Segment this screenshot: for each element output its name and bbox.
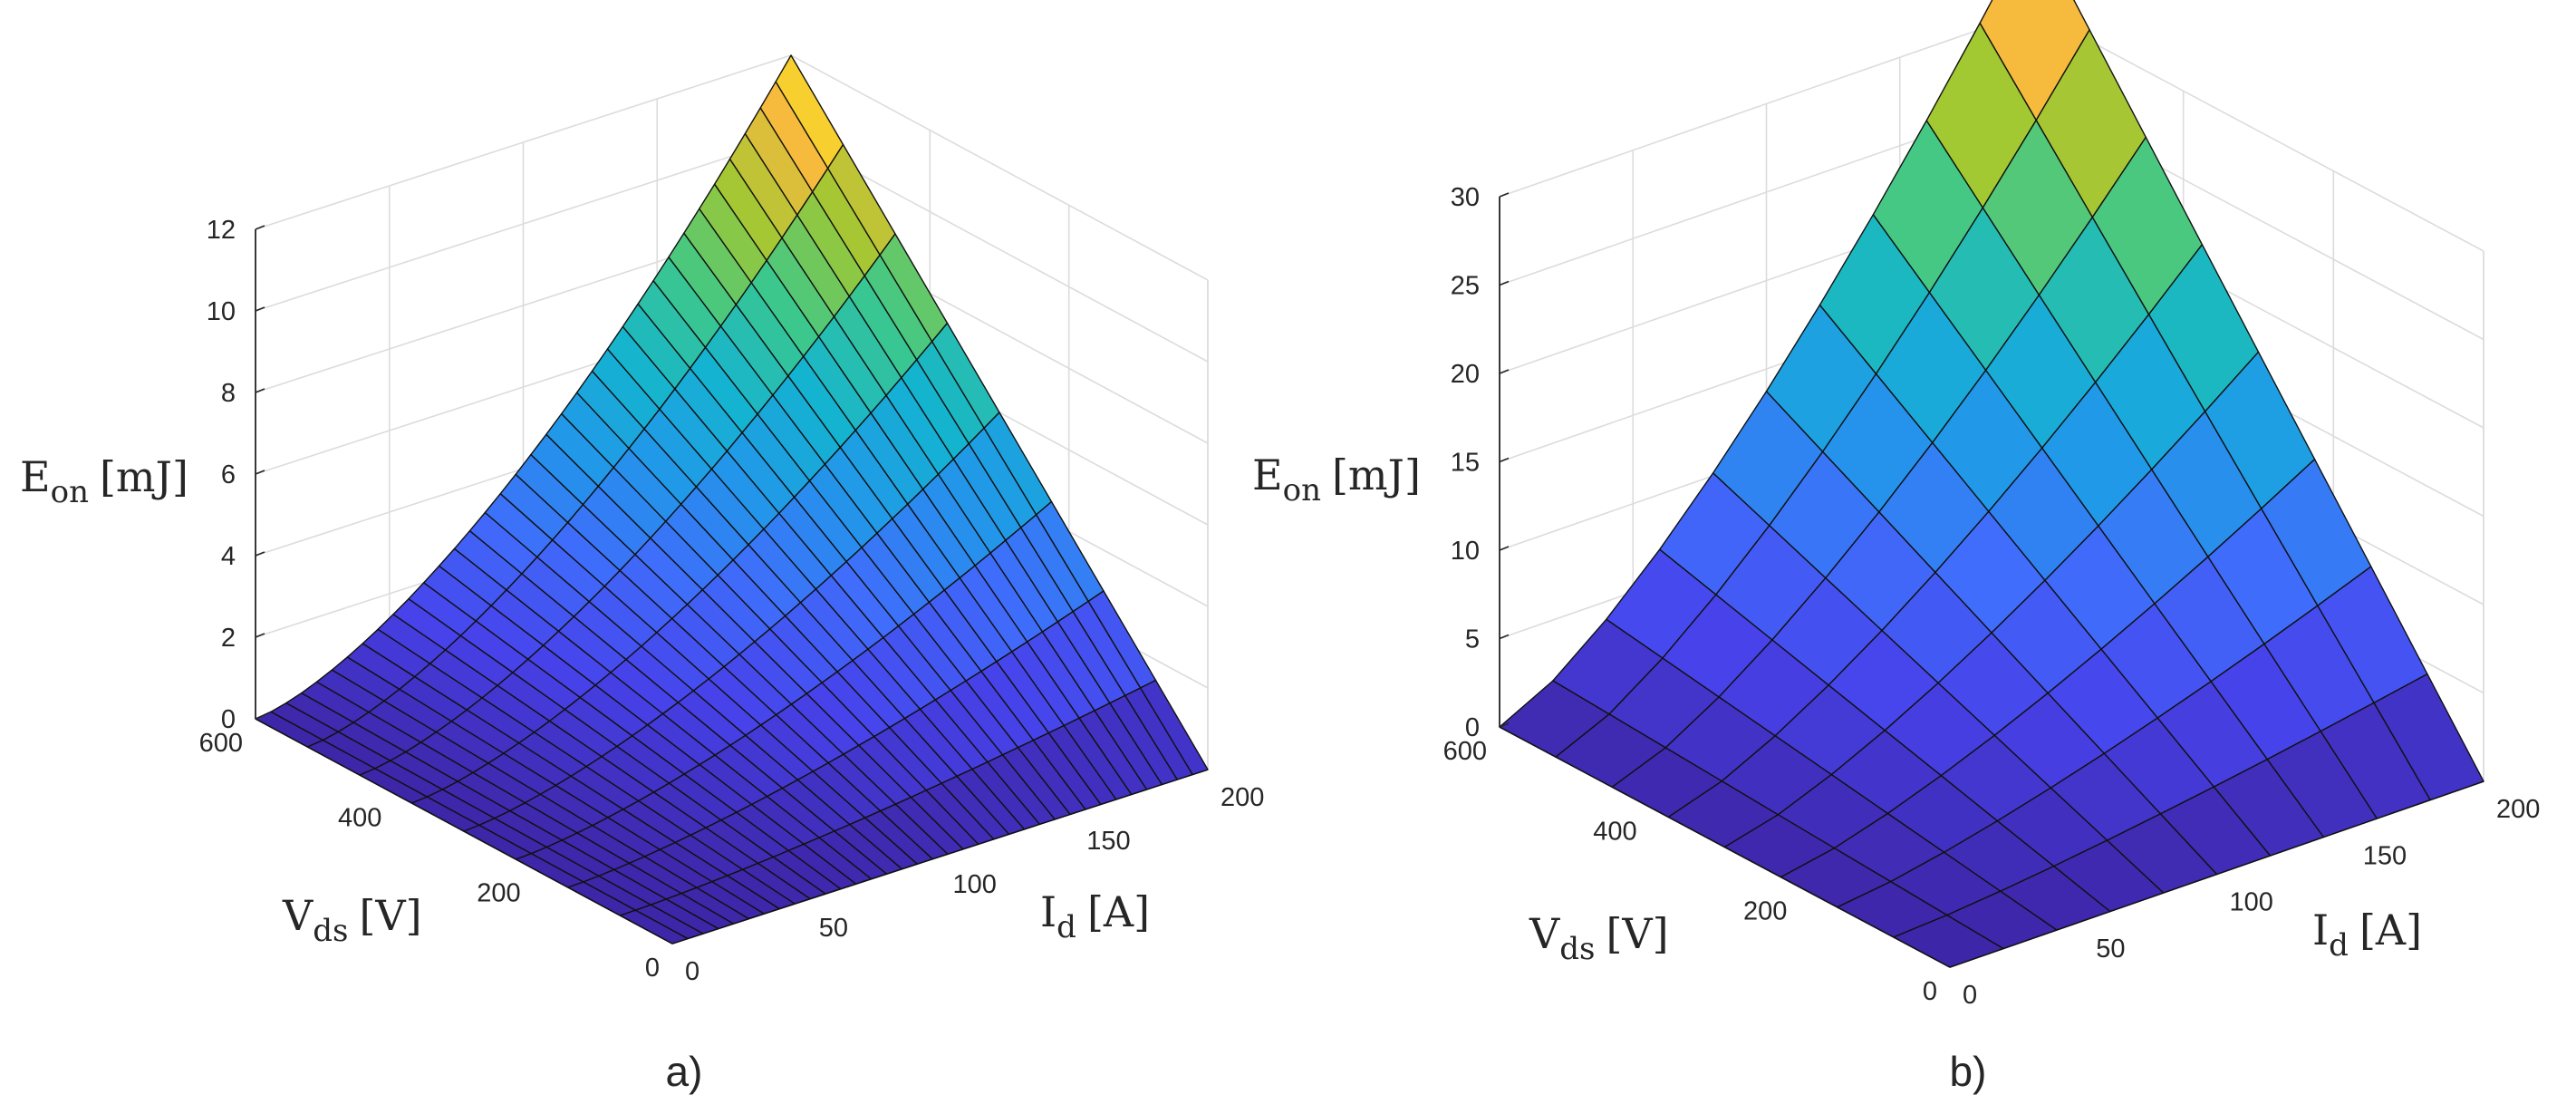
current-tick-label: 50 <box>819 914 848 943</box>
energy-tick-mark <box>255 714 265 720</box>
panel-a-x-axis-label: Id [A] <box>1040 887 1150 945</box>
panel-b-x-axis-label: Id [A] <box>2312 906 2422 964</box>
energy-tick-label: 0 <box>221 705 236 734</box>
panel-a-label: a) <box>666 1048 703 1095</box>
energy-tick-label: 30 <box>1451 183 1480 212</box>
energy-tick-mark <box>1499 546 1510 551</box>
energy-tick-mark <box>255 225 265 230</box>
voltage-tick-label: 400 <box>338 804 381 833</box>
energy-tick-label: 8 <box>221 379 236 408</box>
energy-tick-label: 0 <box>1465 713 1480 742</box>
energy-tick-mark <box>1499 369 1510 374</box>
energy-tick-label: 10 <box>1451 537 1480 566</box>
energy-tick-mark <box>1499 634 1510 640</box>
surface-patch <box>1893 914 2004 968</box>
voltage-tick-label: 200 <box>1743 897 1787 926</box>
energy-tick-mark <box>255 633 265 638</box>
voltage-tick-label: 0 <box>1923 977 1937 1006</box>
energy-tick-label: 25 <box>1451 272 1480 301</box>
panel-b-y-axis-label: Vds [V] <box>1529 909 1669 967</box>
energy-tick-mark <box>255 470 265 475</box>
voltage-tick-label: 600 <box>1443 737 1487 766</box>
energy-tick-mark <box>255 388 265 393</box>
energy-tick-label: 15 <box>1451 449 1480 478</box>
panel-b-label: b) <box>1950 1048 1987 1095</box>
current-tick-label: 200 <box>2496 795 2540 824</box>
current-tick-label: 100 <box>953 870 997 899</box>
current-tick-label: 50 <box>2096 935 2125 964</box>
current-tick-label: 150 <box>1086 827 1130 856</box>
energy-tick-label: 6 <box>221 460 236 489</box>
energy-tick-label: 5 <box>1465 625 1480 654</box>
voltage-tick-label: 400 <box>1593 817 1636 846</box>
panel-b-surface <box>1499 0 2484 968</box>
energy-tick-label: 2 <box>221 624 236 653</box>
voltage-tick-label: 200 <box>477 878 520 907</box>
energy-tick-mark <box>255 306 265 312</box>
panel-a-z-axis-label: Eon [mJ] <box>20 452 188 510</box>
panel-b-z-axis-label: Eon [mJ] <box>1252 450 1421 509</box>
current-tick-label: 0 <box>1963 981 1977 1010</box>
panel-a-y-axis-label: Vds [V] <box>282 891 422 949</box>
energy-tick-mark <box>1499 722 1510 728</box>
energy-tick-label: 4 <box>221 542 236 571</box>
energy-tick-label: 20 <box>1451 360 1480 389</box>
current-tick-label: 100 <box>2230 888 2273 917</box>
current-tick-label: 150 <box>2363 841 2407 870</box>
energy-tick-label: 12 <box>207 216 236 245</box>
energy-tick-label: 10 <box>207 297 236 326</box>
panel-a-surface <box>255 54 1209 944</box>
energy-tick-mark <box>1499 192 1510 198</box>
current-tick-label: 0 <box>685 957 699 986</box>
energy-tick-mark <box>1499 457 1510 463</box>
voltage-tick-label: 600 <box>199 729 243 758</box>
current-tick-label: 200 <box>1220 783 1264 812</box>
energy-tick-mark <box>1499 280 1510 286</box>
energy-tick-mark <box>255 551 265 557</box>
surface-patch <box>619 909 689 944</box>
voltage-tick-label: 0 <box>645 954 660 983</box>
